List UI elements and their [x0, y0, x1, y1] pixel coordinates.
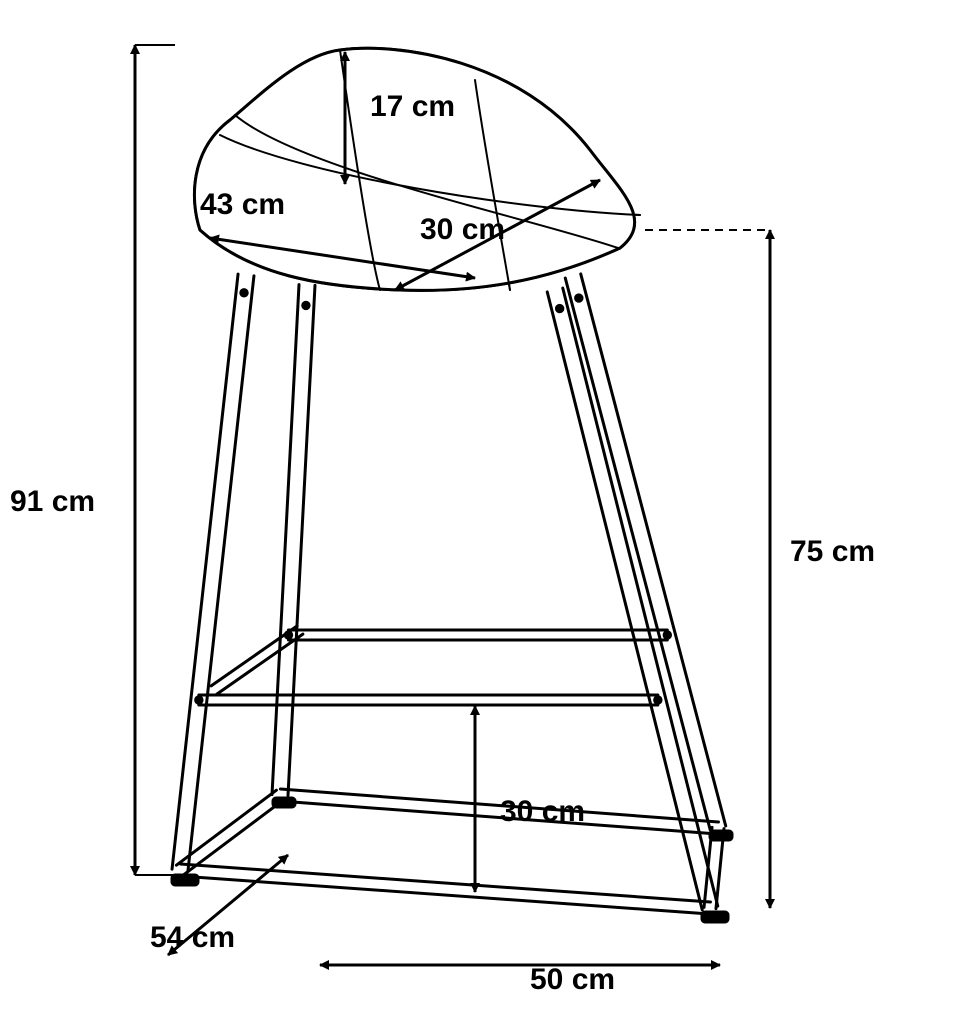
label-seat-width: 43 cm: [200, 188, 285, 222]
label-base-depth: 54 cm: [150, 921, 235, 955]
drawing-svg: [0, 0, 953, 1024]
label-backrest-height: 17 cm: [370, 90, 455, 124]
label-footrest-height: 30 cm: [500, 795, 585, 829]
label-total-height: 91 cm: [10, 485, 95, 519]
stool-dimension-diagram: 91 cm 75 cm 30 cm 50 cm 54 cm 43 cm 30 c…: [0, 0, 953, 1024]
stool-outline: [172, 48, 732, 922]
label-seat-height: 75 cm: [790, 535, 875, 569]
label-seat-depth: 30 cm: [420, 213, 505, 247]
label-base-width: 50 cm: [530, 963, 615, 997]
